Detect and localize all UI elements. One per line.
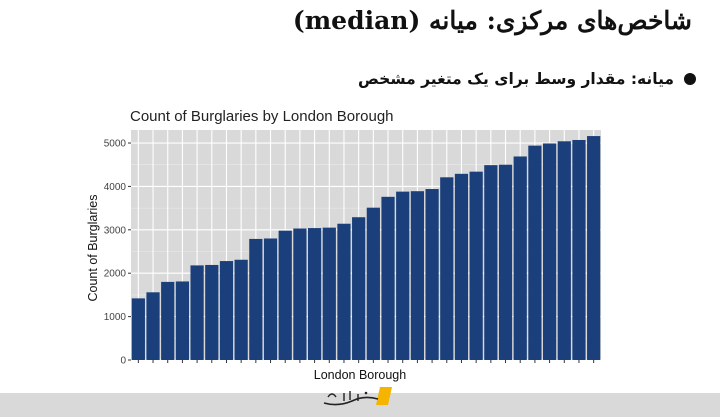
bar (542, 143, 557, 360)
bar (557, 141, 571, 360)
bar (572, 139, 586, 360)
y-tick-label: 4000 (104, 182, 127, 193)
bar (366, 207, 380, 360)
bar (131, 298, 145, 360)
bar (425, 189, 439, 360)
bar (219, 261, 234, 360)
bar (322, 227, 336, 360)
bar (175, 281, 190, 360)
bullet-text: میانه: مقدار وسط برای یک متغیر مشخص (358, 70, 674, 88)
bar (484, 165, 498, 360)
footer-bar (0, 393, 720, 417)
bar (587, 136, 601, 360)
y-axis: 0 1000 2000 3000 4000 5000 (104, 139, 131, 367)
bar (161, 281, 175, 360)
bar (307, 228, 322, 360)
bar (410, 191, 425, 360)
bar (469, 171, 483, 360)
bar (513, 156, 527, 360)
bar (146, 292, 160, 360)
bar (498, 164, 513, 360)
bars (131, 136, 601, 360)
y-tick-label: 5000 (104, 139, 127, 150)
bar (381, 196, 395, 360)
bar (293, 228, 307, 360)
x-axis-ticks (137, 360, 595, 363)
bar (337, 223, 351, 360)
bar (205, 264, 219, 360)
bar (440, 177, 454, 360)
bar (190, 265, 204, 360)
bar (352, 217, 366, 360)
chart-title: Count of Burglaries by London Borough (130, 108, 394, 125)
y-tick-label: 1000 (104, 312, 127, 323)
bullet-item: میانه: مقدار وسط برای یک متغیر مشخص (358, 70, 696, 88)
bar (528, 145, 542, 360)
bar (234, 259, 248, 360)
y-tick-label: 3000 (104, 225, 127, 236)
slide-title: شاخص‌های مرکزی: میانه (median) (292, 6, 692, 35)
y-tick-label: 2000 (104, 269, 127, 280)
bar (263, 238, 278, 360)
logo-icon (323, 387, 392, 406)
bar (249, 238, 263, 360)
bar (278, 230, 292, 360)
bar (396, 191, 410, 360)
y-tick-label: 0 (120, 356, 126, 367)
x-axis-label: London Borough (314, 368, 406, 382)
bullet-dot-icon (684, 73, 696, 85)
y-axis-label: Count of Burglaries (86, 194, 100, 301)
bar (454, 173, 469, 360)
